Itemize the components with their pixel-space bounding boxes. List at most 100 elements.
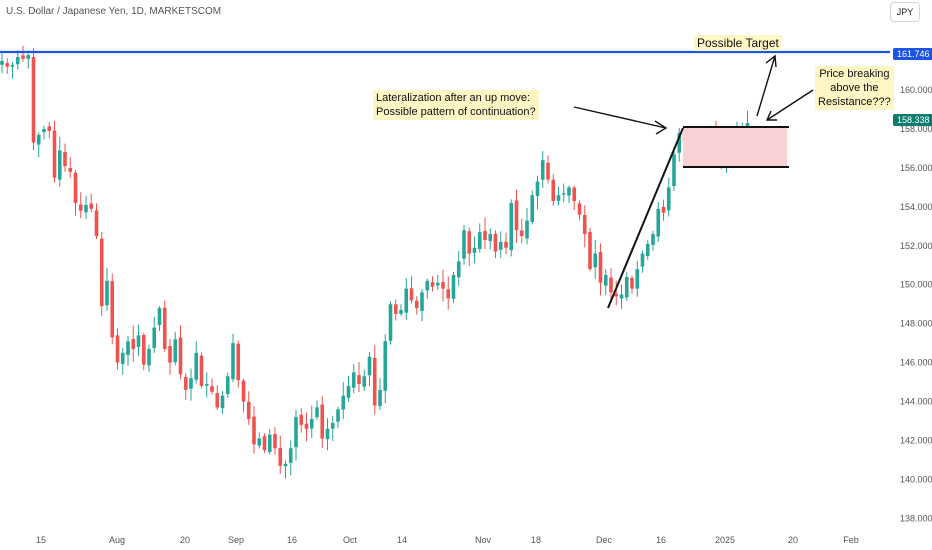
- candle: [21, 45, 25, 62]
- candle-body: [294, 417, 298, 448]
- candle-body: [383, 341, 388, 391]
- candle-body: [194, 352, 199, 380]
- target-arrow[interactable]: [756, 54, 777, 117]
- candle: [10, 61, 15, 79]
- candle: [577, 200, 582, 221]
- candle: [672, 146, 676, 191]
- consolidation-box[interactable]: [683, 127, 787, 167]
- breakout-arrow[interactable]: [765, 89, 814, 121]
- candle: [666, 177, 671, 217]
- candle: [168, 338, 172, 375]
- candle: [540, 151, 545, 188]
- candle-body: [236, 343, 241, 381]
- candle-body: [456, 261, 461, 278]
- candle-body: [535, 181, 540, 197]
- candle-body: [504, 241, 508, 248]
- candle: [178, 325, 183, 380]
- trend-line[interactable]: [607, 127, 684, 309]
- time-axis[interactable]: 15 Aug 20 Sep 16 Oct 14 Nov 18 Dec 16 2025 20 Feb: [36, 535, 859, 545]
- candle: [89, 193, 94, 213]
- candle-body: [115, 335, 120, 363]
- candle: [299, 408, 304, 433]
- candle: [483, 217, 487, 250]
- candle: [78, 192, 83, 219]
- candle-body: [267, 434, 272, 453]
- candle: [126, 336, 130, 366]
- time-tick-label: 20: [788, 535, 798, 545]
- candle-body: [630, 277, 634, 289]
- candle: [330, 415, 335, 442]
- candle-body: [78, 204, 83, 211]
- candle: [110, 273, 115, 345]
- candle-body: [15, 56, 20, 65]
- price-tick-label: 160.000: [900, 85, 932, 95]
- candle-body: [514, 200, 519, 231]
- candle: [141, 332, 146, 371]
- candle: [57, 136, 62, 187]
- candle-body: [551, 179, 556, 202]
- candle: [472, 236, 477, 264]
- candle: [556, 186, 561, 206]
- time-tick-label: Feb: [843, 535, 859, 545]
- time-tick-label: 14: [397, 535, 407, 545]
- candle: [488, 228, 493, 250]
- candle: [467, 227, 472, 267]
- candle: [435, 275, 440, 290]
- candle-body: [204, 384, 209, 386]
- candle-body: [57, 150, 62, 180]
- breakout-line-1: Price breaking: [819, 68, 890, 80]
- candle: [283, 460, 288, 479]
- candle-body: [640, 253, 645, 267]
- time-tick-label: Nov: [475, 535, 492, 545]
- candle: [131, 325, 136, 362]
- candle-body: [362, 376, 367, 387]
- candle: [567, 185, 571, 204]
- candle-body: [126, 341, 130, 356]
- candle: [603, 269, 608, 295]
- candle: [362, 369, 367, 391]
- candle: [504, 232, 508, 255]
- candle: [231, 333, 235, 383]
- candle-body: [672, 154, 676, 187]
- candle: [404, 278, 409, 320]
- candle: [105, 267, 109, 312]
- time-tick-label: 2025: [715, 535, 735, 545]
- candle: [525, 208, 529, 245]
- candle-body: [136, 335, 141, 347]
- candle-body: [199, 355, 204, 386]
- candle: [593, 240, 598, 280]
- candle-body: [257, 438, 262, 446]
- possible-target-label: Possible Target: [694, 35, 782, 51]
- candle: [582, 205, 587, 248]
- candle: [551, 174, 556, 206]
- candle-body: [63, 151, 67, 166]
- candle: [441, 269, 445, 302]
- currency-button[interactable]: JPY: [890, 2, 920, 22]
- candle-body: [152, 327, 157, 348]
- candle: [183, 373, 188, 401]
- candle-body: [540, 160, 545, 180]
- candle-body: [94, 210, 99, 237]
- resistance-price-tag: 161.746: [893, 48, 932, 60]
- candle: [388, 301, 393, 345]
- annotation-arrow[interactable]: [573, 106, 668, 135]
- price-axis[interactable]: 138.000 140.000 142.000 144.000 146.000 148.0…: [900, 85, 932, 523]
- last-price-tag: 158.338: [893, 114, 932, 126]
- candle-body: [5, 63, 10, 67]
- candle-body: [131, 339, 136, 349]
- candle: [399, 304, 403, 317]
- candle: [278, 435, 283, 474]
- candle: [561, 183, 566, 203]
- candle: [645, 240, 650, 260]
- candle: [378, 378, 382, 411]
- candle: [94, 203, 99, 240]
- price-tick-label: 138.000: [900, 513, 932, 523]
- candle-body: [288, 448, 293, 463]
- candle-body: [330, 422, 335, 429]
- candle: [236, 340, 241, 388]
- candle-body: [336, 409, 340, 422]
- candle-body: [0, 60, 4, 65]
- candle-body: [325, 428, 330, 440]
- candle-body: [252, 416, 256, 445]
